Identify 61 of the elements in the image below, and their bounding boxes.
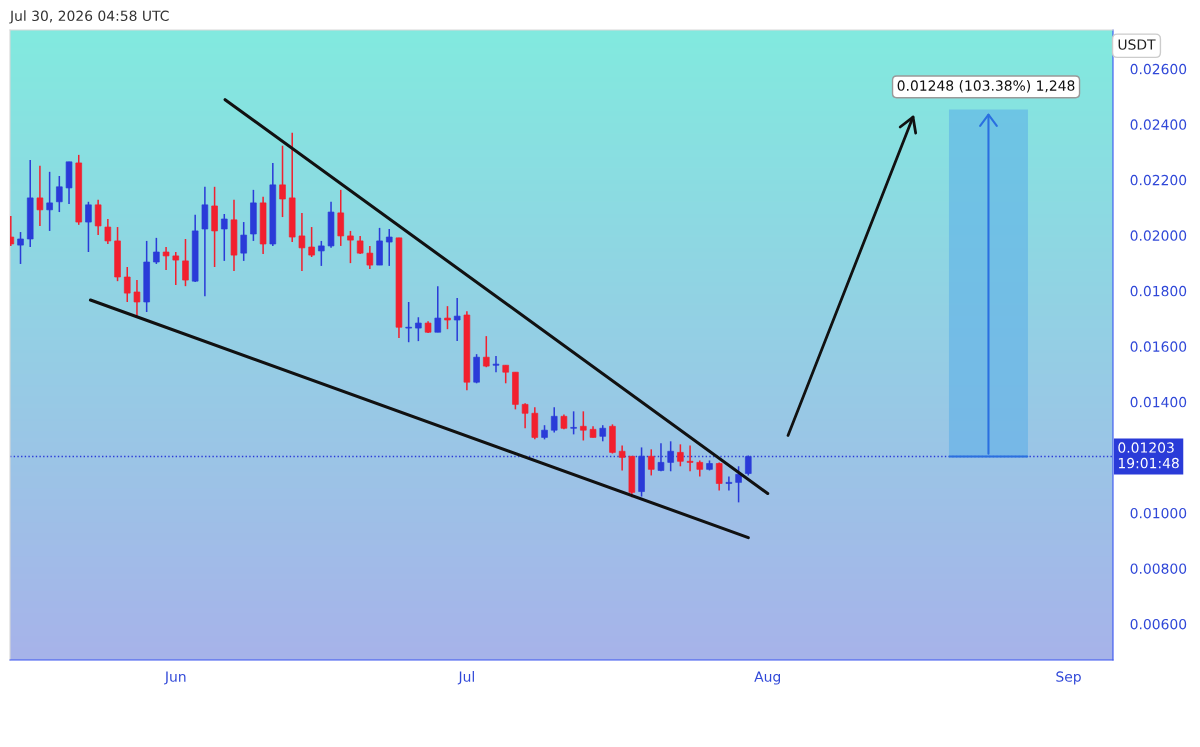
candlestick [434,285,442,333]
candlestick [172,251,180,286]
candlestick [502,364,509,385]
y-tick-label: 0.02000 [1130,230,1187,241]
x-tick-label: Jun [164,671,186,685]
candlestick [444,305,451,330]
candlestick [453,297,461,342]
y-tick-label: 0.01000 [1130,507,1187,519]
text: Jul 30, 2026 04:58 UTC [9,10,169,24]
ref-line-label: 0.01203 19:01:48 [1118,442,1179,469]
candlestick [36,164,44,227]
y-tick-label: 0.01600 [1130,341,1187,352]
candlestick [221,213,228,262]
candlestick [85,201,92,253]
candlestick [153,237,160,265]
candlestick [725,475,733,492]
candlestick [492,355,500,373]
candlestick [123,266,131,303]
candlestick [366,245,374,270]
candlestick [415,316,422,342]
candlestick [405,301,412,343]
y-tick-label: 0.01400 [1130,396,1187,408]
candlestick [686,444,694,473]
candlestick [133,279,141,317]
candlestick [386,228,393,267]
y-tick-label: 0.02200 [1130,174,1187,186]
candlestick [521,402,529,430]
candlestick [483,335,490,368]
candlestick [308,226,315,258]
candlestick [318,240,325,267]
x-tick-label: Sep [1056,671,1081,685]
candlestick [347,230,354,264]
candlestick [715,461,723,492]
candlestick [104,218,112,245]
candlestick [580,410,587,442]
y-axis-title: USDT [1118,39,1156,50]
candlestick [279,144,286,218]
candlestick [677,443,684,468]
candlestick [17,231,24,265]
candlestick [46,171,53,232]
candlestick [648,448,655,477]
candlestick [162,246,170,271]
y-tick-label: 0.01800 [1130,285,1187,297]
candlestick [570,410,577,436]
x-tick-label: Jul [457,671,474,685]
annotation: 0.01248 (103.38%) 1,248 [897,80,1075,93]
candlestick [182,238,189,287]
candlestick [240,221,247,262]
candlestick [735,465,742,504]
candlestick [618,444,626,472]
y-tick-label: 0.00800 [1130,563,1187,574]
candlestick [298,212,306,272]
candlestick [356,235,364,255]
y-tick-label: 0.02400 [1130,119,1187,130]
y-tick-label: 0.00600 [1130,618,1187,630]
candlestick [337,189,344,247]
y-tick-label: 0.02600 [1130,63,1187,75]
candlestick [56,175,63,213]
x-tick-label: Aug [754,671,780,685]
candlestick [550,406,558,434]
candlestick [94,199,102,236]
